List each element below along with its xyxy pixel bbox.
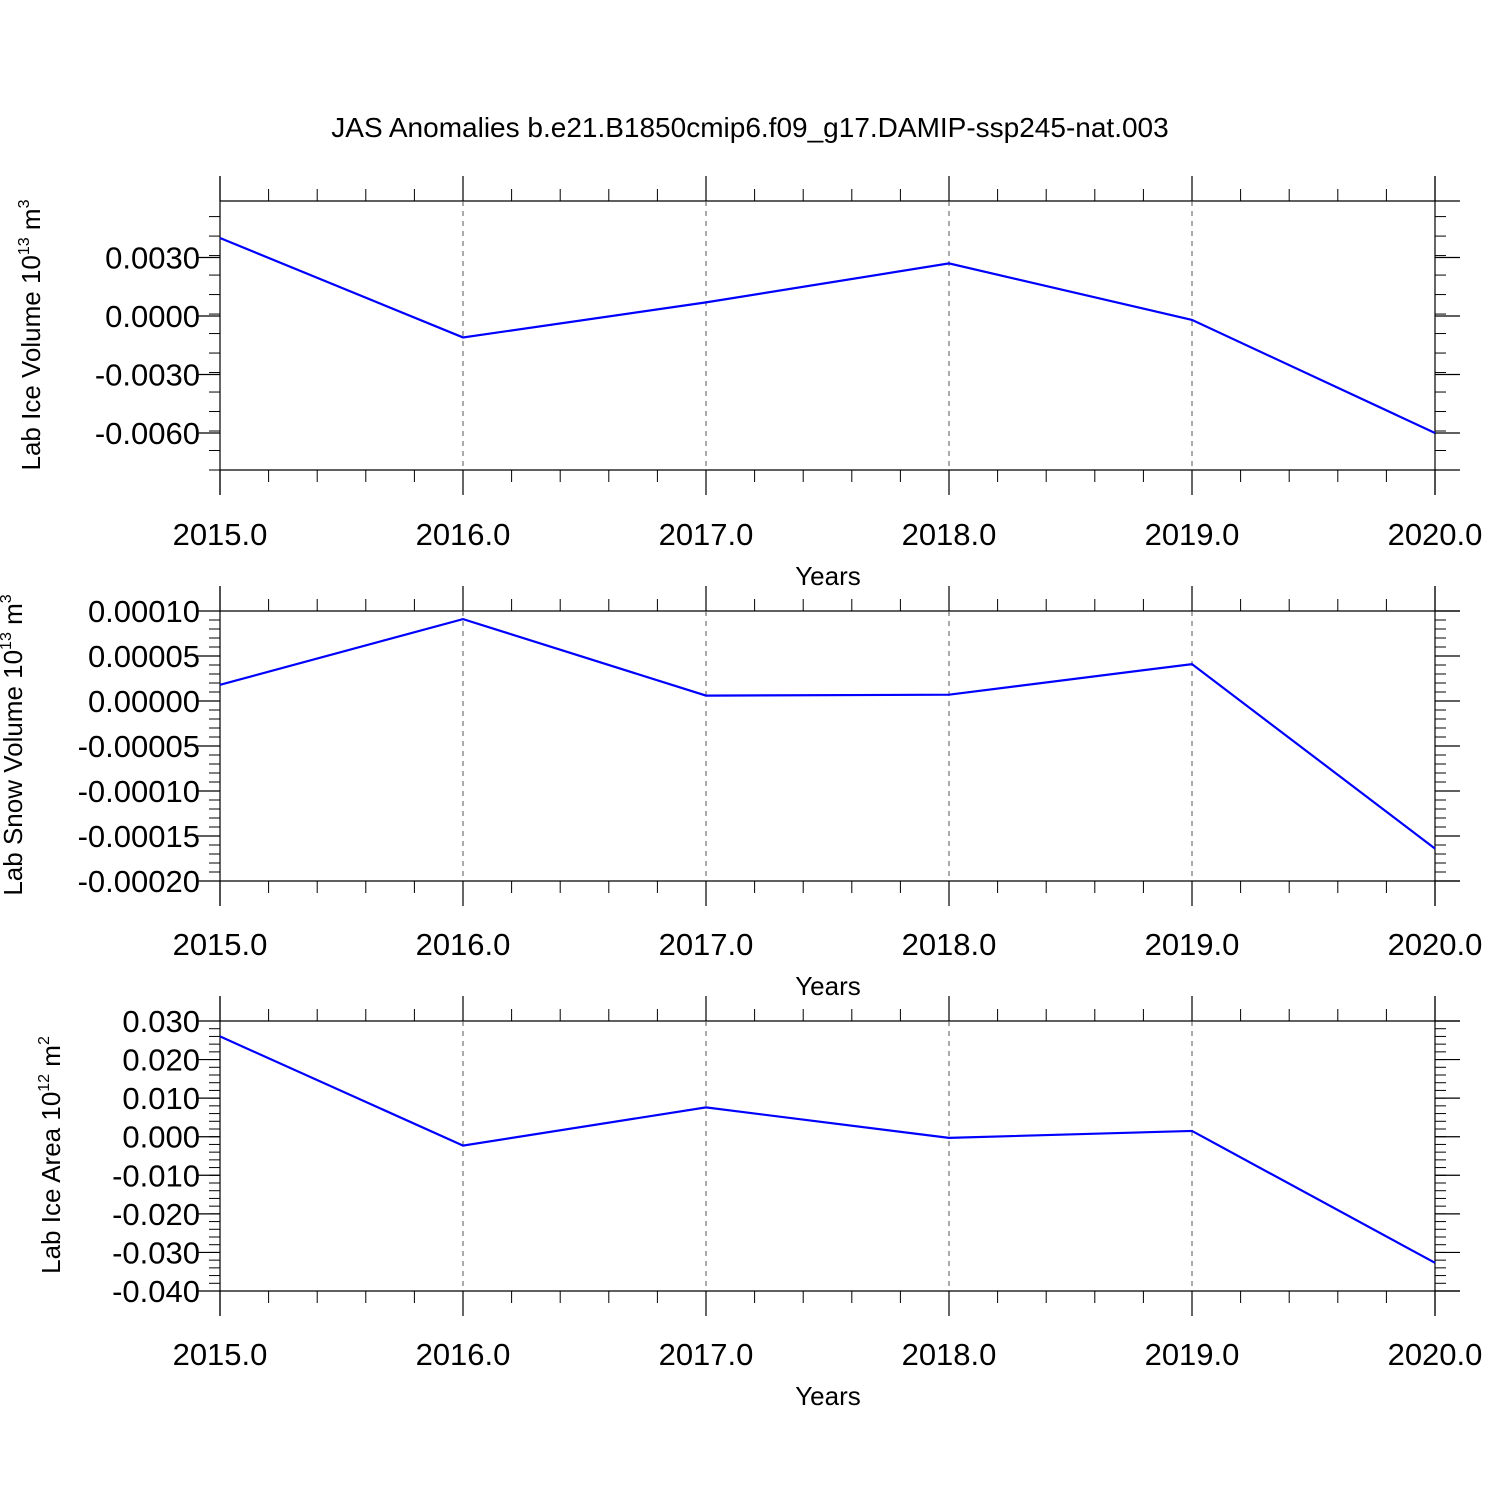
y-axis-title-superscript: 2 [36, 1036, 53, 1045]
x-tick-label: 2020.0 [1388, 517, 1483, 552]
ice-volume-panel: 2015.0 2016.0 2017.0 2018.0 2019.0 2020.0 0.00… [16, 176, 1482, 591]
x-tick-label: 2016.0 [416, 517, 511, 552]
series-line [219, 237, 1436, 434]
y-tick-label: -0.010 [112, 1158, 200, 1193]
y-tick-label: 0.010 [122, 1081, 200, 1116]
x-tick-label: 2015.0 [173, 927, 268, 962]
y-tick-label: 0.00010 [88, 594, 200, 629]
y-tick-label: -0.020 [112, 1197, 200, 1232]
x-tick-label: 2017.0 [659, 927, 754, 962]
y-tick-label: 0.030 [122, 1004, 200, 1039]
y-axis-title-text: Lab Ice Area 10 [36, 1092, 66, 1274]
x-tick-label: 2020.0 [1388, 1337, 1483, 1372]
x-tick-label: 2015.0 [173, 1337, 268, 1372]
y-tick-label: 0.0000 [105, 299, 200, 334]
x-tick-label: 2017.0 [659, 1337, 754, 1372]
y-axis-title-superscript: 3 [16, 199, 33, 208]
y-tick-label: -0.00005 [78, 729, 200, 764]
y-axis-title: Lab Ice Volume 1013 m3 [16, 199, 46, 470]
x-tick-label: 2016.0 [416, 927, 511, 962]
x-tick-label: 2018.0 [902, 1337, 997, 1372]
y-tick-label: -0.0030 [95, 357, 200, 392]
x-tick-label: 2018.0 [902, 927, 997, 962]
y-tick-label: 0.0030 [105, 241, 200, 276]
snow-volume-panel: 2015.0 2016.0 2017.0 2018.0 2019.0 2020.0 0.00… [0, 586, 1482, 1001]
series-line [219, 1035, 1436, 1264]
x-tick-label: 2015.0 [173, 517, 268, 552]
y-tick-label: 0.000 [122, 1120, 200, 1155]
ice-area-panel: 2015.0 2016.0 2017.0 2018.0 2019.0 2020.0 0.03… [36, 996, 1482, 1411]
y-axis-title-text: m [16, 208, 46, 237]
x-tick-label: 2018.0 [902, 517, 997, 552]
y-tick-label: -0.00020 [78, 864, 200, 899]
x-tick-label: 2017.0 [659, 517, 754, 552]
y-axis-title-text: m [36, 1045, 66, 1074]
y-axis-title-text: m [0, 603, 28, 632]
y-axis-title-superscript: 13 [16, 237, 33, 255]
x-axis-title: Years [795, 561, 861, 591]
x-tick-label: 2016.0 [416, 1337, 511, 1372]
y-axis-title-superscript: 3 [0, 594, 15, 603]
x-axis-title: Years [795, 1381, 861, 1411]
y-axis-title-text: Lab Snow Volume 10 [0, 650, 28, 896]
y-tick-label: -0.00010 [78, 774, 200, 809]
y-tick-label: -0.0060 [95, 416, 200, 451]
x-tick-label: 2019.0 [1145, 927, 1240, 962]
x-tick-label: 2019.0 [1145, 1337, 1240, 1372]
y-axis-title: Lab Ice Area 1012 m2 [36, 1036, 66, 1274]
x-axis-title: Years [795, 971, 861, 1001]
y-tick-label: -0.00015 [78, 819, 200, 854]
y-axis-title-text: Lab Ice Volume 10 [16, 255, 46, 470]
y-axis-title-superscript: 13 [0, 632, 15, 650]
series-line [219, 617, 1436, 850]
y-tick-label: 0.020 [122, 1043, 200, 1078]
y-tick-label: -0.040 [112, 1274, 200, 1309]
y-tick-label: 0.00005 [88, 639, 200, 674]
y-axis-title: Lab Snow Volume 1013 m3 [0, 594, 28, 895]
y-tick-label: 0.00000 [88, 684, 200, 719]
y-axis-title-superscript: 12 [36, 1074, 53, 1092]
y-tick-label: -0.030 [112, 1235, 200, 1270]
page-title: JAS Anomalies b.e21.B1850cmip6.f09_g17.D… [331, 112, 1169, 143]
x-tick-label: 2019.0 [1145, 517, 1240, 552]
x-tick-label: 2020.0 [1388, 927, 1483, 962]
